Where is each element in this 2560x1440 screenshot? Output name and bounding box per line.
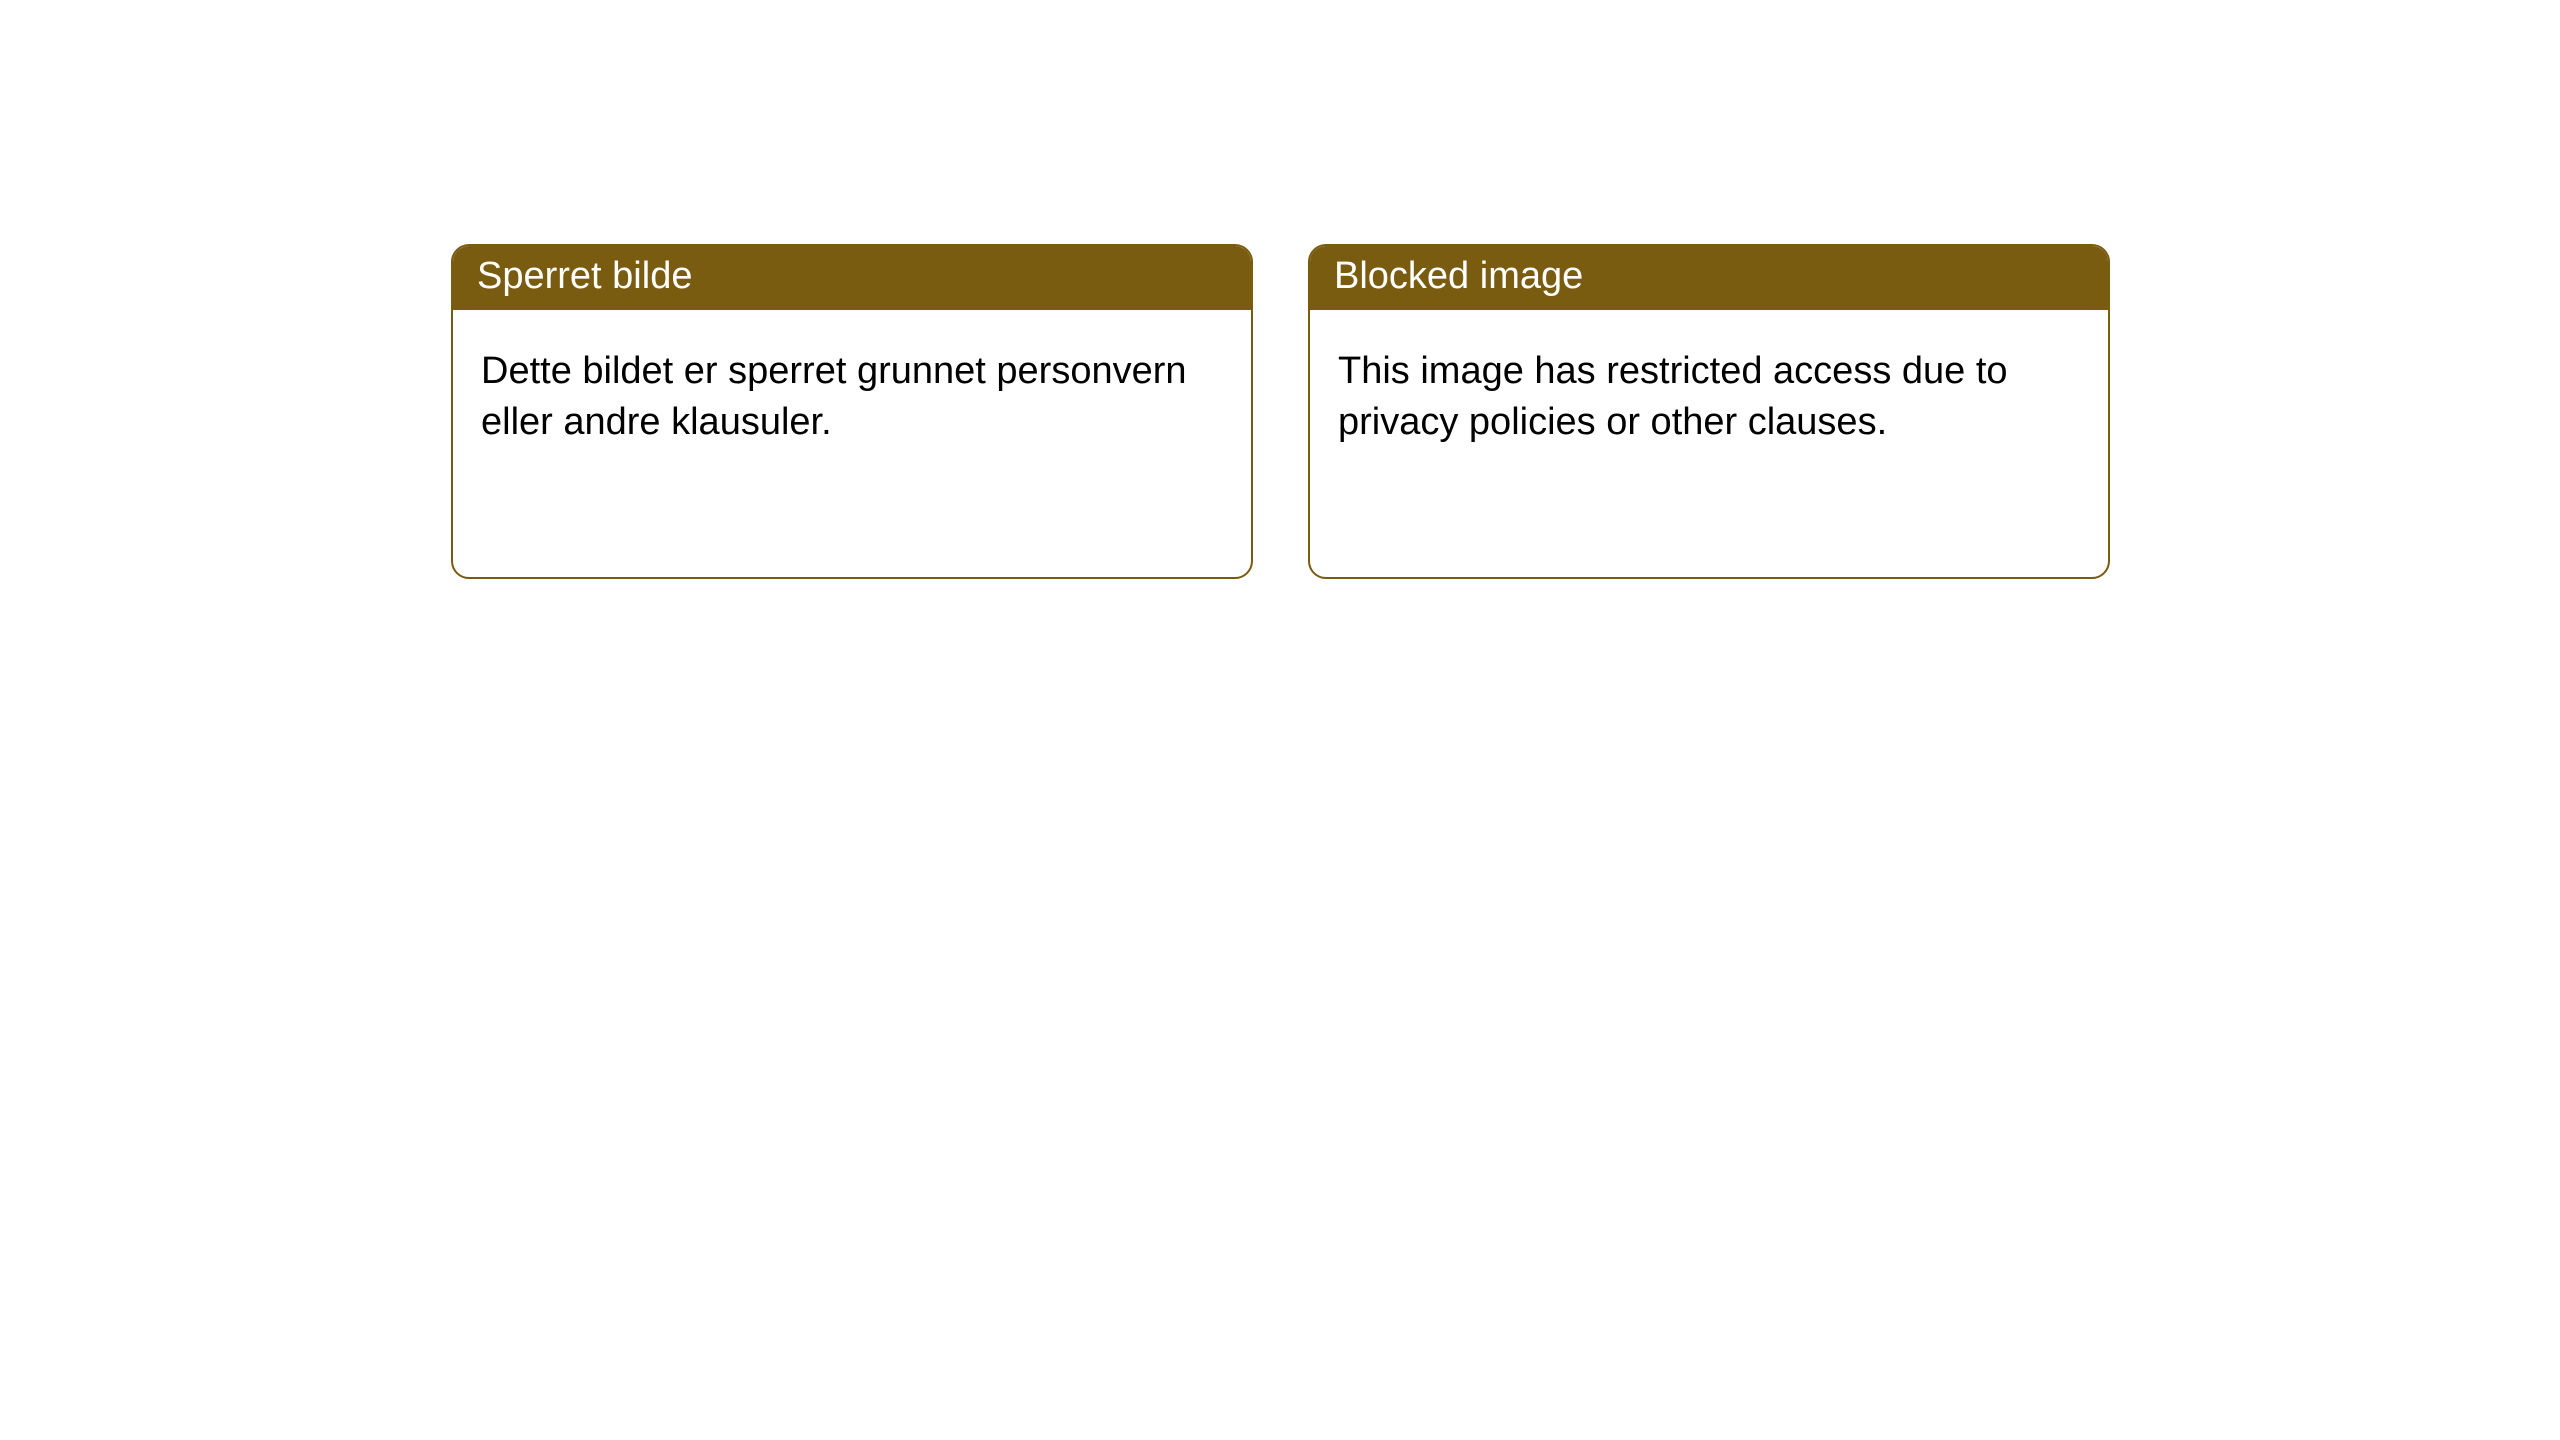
- notice-card-norwegian: Sperret bilde Dette bildet er sperret gr…: [451, 244, 1253, 579]
- notice-header: Sperret bilde: [453, 246, 1251, 310]
- notice-body: This image has restricted access due to …: [1310, 310, 2108, 485]
- notice-body: Dette bildet er sperret grunnet personve…: [453, 310, 1251, 485]
- notice-container: Sperret bilde Dette bildet er sperret gr…: [0, 0, 2560, 579]
- notice-header: Blocked image: [1310, 246, 2108, 310]
- notice-card-english: Blocked image This image has restricted …: [1308, 244, 2110, 579]
